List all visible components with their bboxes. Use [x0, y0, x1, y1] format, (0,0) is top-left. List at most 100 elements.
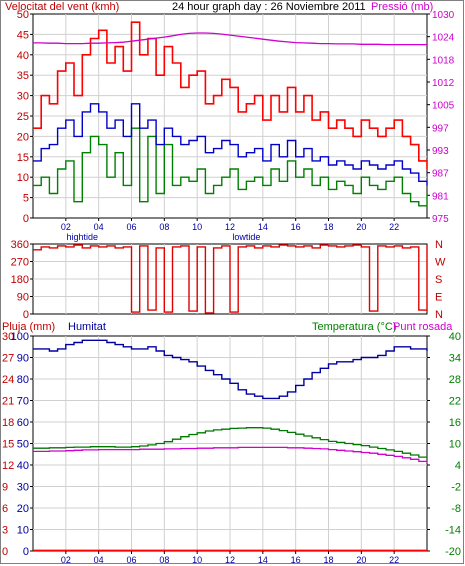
- x-tick-label: 16: [291, 555, 301, 565]
- pressure-y-tick-label: 1030: [432, 10, 455, 21]
- x-tick-label: 06: [126, 555, 136, 565]
- temperature-y-tick-label: 4: [455, 460, 461, 472]
- x-tick-label: 14: [258, 222, 268, 232]
- humidity-line: [33, 339, 428, 400]
- direction-y-tick-label: 90: [17, 292, 29, 304]
- x-tick-label: 12: [225, 555, 235, 565]
- chart-title: 24 hour graph day : 26 Noviembre 2011: [172, 1, 366, 13]
- direction-compass-label: N: [435, 309, 443, 321]
- direction-y-tick-label: 180: [11, 274, 29, 286]
- pressure-y-tick-label: 987: [432, 169, 449, 180]
- temperature-y-tick-label: 10: [449, 439, 461, 451]
- humidity-y-tick-label: 0: [23, 546, 29, 558]
- wind-y-tick-label: 15: [17, 152, 29, 164]
- rain-y-tick-label: 21: [2, 396, 14, 408]
- wind-low-line: [33, 127, 428, 207]
- x-tick-label: 08: [159, 555, 169, 565]
- x-annotation-lowtide: lowtide: [232, 232, 260, 242]
- wind-y-tick-label: 10: [17, 172, 29, 184]
- dewpoint-axis-title: Punt rosada: [393, 321, 453, 333]
- humidity-y-tick-label: 40: [17, 460, 29, 472]
- pressure-axis-title: Pressió (mb): [371, 1, 433, 13]
- wind-y-tick-label: 45: [17, 29, 29, 41]
- wind-direction-line: [33, 244, 428, 314]
- wind-axis-title: Velocitat del vent (kmh): [5, 1, 119, 13]
- x-tick-label: 14: [258, 555, 268, 565]
- wind-pressure-panel: 0 5 10 15 20 25 30 35 40 45 50 975 981 987 993 997 1005 1…: [17, 9, 455, 242]
- wind-y-tick-label: 20: [17, 131, 29, 143]
- direction-compass-label: S: [435, 274, 442, 286]
- direction-y-tick-label: 360: [11, 239, 29, 251]
- x-tick-label: 22: [389, 222, 399, 232]
- x-tick-label: 08: [159, 222, 169, 232]
- rain-y-tick-label: 6: [2, 503, 8, 515]
- x-tick-label: 04: [94, 222, 104, 232]
- wind-y-tick-label: 50: [17, 9, 29, 21]
- x-tick-label: 10: [192, 555, 202, 565]
- humidity-temperature-panel: 0 0 -203 10 -146 20 -89 30 -212 40 415 50 1018 60 1621…: [2, 331, 461, 566]
- rain-y-tick-label: 30: [2, 331, 14, 343]
- temperature-y-tick-label: -2: [451, 482, 461, 494]
- direction-compass-label: W: [435, 257, 446, 269]
- temperature-y-tick-label: -20: [445, 546, 461, 558]
- humidity-y-tick-label: 90: [17, 353, 29, 365]
- wind-y-tick-label: 5: [23, 193, 29, 205]
- x-tick-label: 20: [356, 555, 366, 565]
- humidity-y-tick-label: 80: [17, 374, 29, 386]
- humidity-axis-title: Humitat: [68, 321, 106, 333]
- x-tick-label: 12: [225, 222, 235, 232]
- direction-y-tick-label: 270: [11, 257, 29, 269]
- humidity-y-tick-label: 20: [17, 503, 29, 515]
- x-tick-label: 02: [61, 222, 71, 232]
- rain-y-tick-label: 15: [2, 439, 14, 451]
- rain-y-tick-label: 0: [2, 546, 8, 558]
- direction-compass-label: E: [435, 292, 442, 304]
- temperature-line: [33, 427, 428, 459]
- direction-y-tick-label: 0: [23, 309, 29, 321]
- humidity-y-tick-label: 50: [17, 439, 29, 451]
- wind-y-tick-label: 25: [17, 111, 29, 123]
- humidity-y-tick-label: 10: [17, 525, 29, 537]
- temperature-y-tick-label: 34: [449, 353, 461, 365]
- wind-y-tick-label: 35: [17, 70, 29, 82]
- humidity-y-tick-label: 30: [17, 482, 29, 494]
- pressure-y-tick-label: 1024: [432, 33, 455, 44]
- x-tick-label: 16: [291, 222, 301, 232]
- x-tick-label: 18: [323, 555, 333, 565]
- pressure-y-tick-label: 981: [432, 191, 449, 202]
- pressure-y-tick-label: 1018: [432, 55, 455, 66]
- x-tick-label: 10: [192, 222, 202, 232]
- temperature-y-tick-label: -14: [445, 525, 461, 537]
- temperature-axis-title: Temperatura (°C): [312, 321, 396, 333]
- dewpoint-line: [33, 446, 428, 463]
- x-tick-label: 18: [323, 222, 333, 232]
- temperature-y-tick-label: 28: [449, 374, 461, 386]
- x-tick-label: 06: [126, 222, 136, 232]
- humidity-y-tick-label: 70: [17, 396, 29, 408]
- pressure-y-tick-label: 1005: [432, 101, 455, 112]
- wind-average-line: [33, 103, 428, 186]
- pressure-y-tick-label: 975: [432, 214, 449, 225]
- rain-y-tick-label: 3: [2, 525, 8, 537]
- humidity-y-tick-label: 100: [11, 331, 29, 343]
- pressure-y-tick-label: 993: [432, 146, 449, 157]
- rain-y-tick-label: 27: [2, 353, 14, 365]
- temperature-y-tick-label: 40: [449, 331, 461, 343]
- temperature-y-tick-label: -8: [451, 503, 461, 515]
- temperature-y-tick-label: 16: [449, 417, 461, 429]
- rain-y-tick-label: 18: [2, 417, 14, 429]
- x-tick-label: 22: [389, 555, 399, 565]
- temperature-y-tick-label: 22: [449, 396, 461, 408]
- rain-y-tick-label: 12: [2, 460, 14, 472]
- rain-y-tick-label: 24: [2, 374, 14, 386]
- x-tick-label: 04: [94, 555, 104, 565]
- direction-compass-label: N: [435, 239, 443, 251]
- wind-y-tick-label: 0: [23, 213, 29, 225]
- x-tick-label: 20: [356, 222, 366, 232]
- pressure-line: [33, 32, 427, 46]
- pressure-y-tick-label: 997: [432, 123, 449, 134]
- x-annotation-hightide: hightide: [66, 232, 98, 242]
- x-tick-label: 02: [61, 555, 71, 565]
